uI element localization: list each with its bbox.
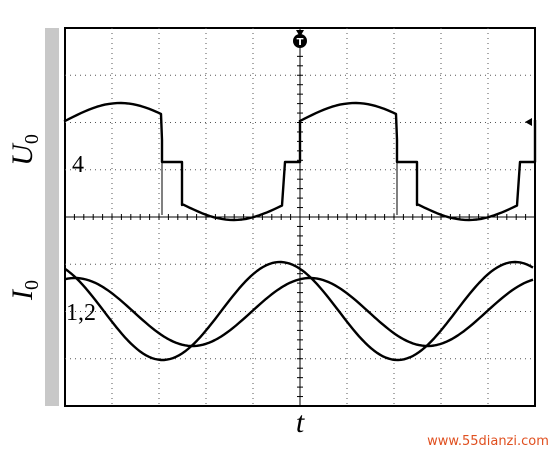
trigger-label: T [297, 37, 304, 48]
side-bar [45, 28, 59, 406]
current-symbol: I [6, 288, 39, 301]
watermark: www.55dianzi.com [427, 434, 549, 449]
level-marker [525, 118, 532, 126]
voltage-subscript: 0 [21, 134, 43, 144]
voltage-channel: 4 [72, 152, 84, 178]
voltage-label: U0 [6, 134, 43, 166]
current-channel: 1,2 [66, 300, 96, 326]
time-label: t [296, 406, 305, 439]
trigger-marker [296, 30, 304, 37]
current-subscript: 0 [21, 280, 43, 290]
voltage-waveform [63, 101, 537, 222]
voltage-symbol: U [6, 142, 39, 166]
waveforms [63, 101, 537, 362]
current-label: I0 [6, 280, 43, 301]
current-waveform [64, 260, 534, 362]
current-waveform [64, 276, 534, 348]
trigger-badge [293, 34, 307, 48]
